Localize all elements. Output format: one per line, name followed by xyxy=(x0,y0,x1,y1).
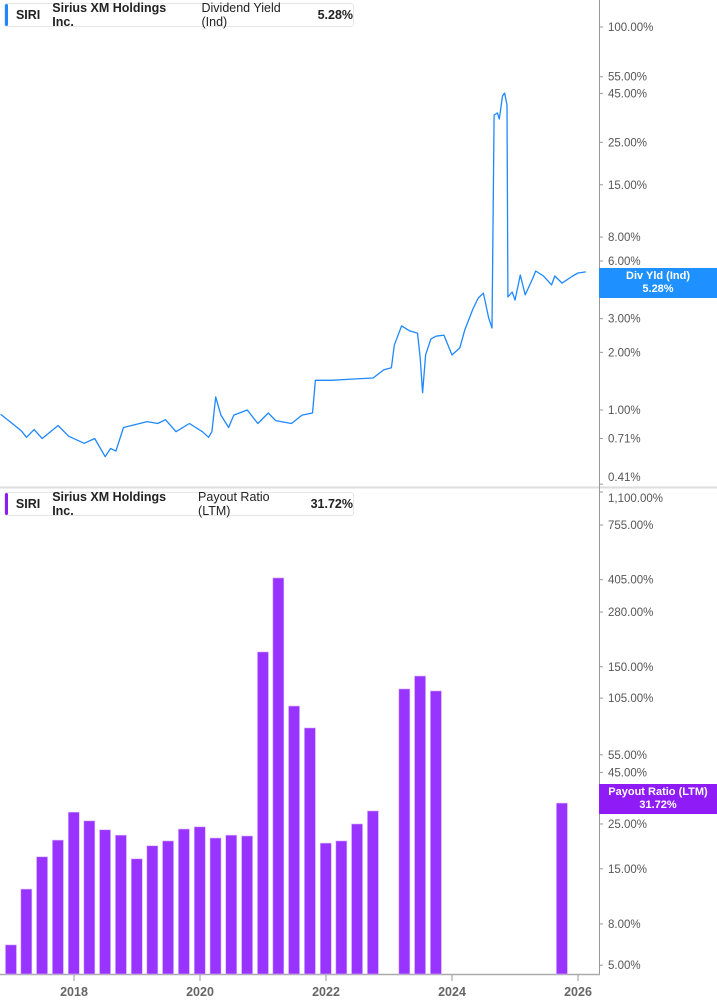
yield-y-tick-label: 2.00% xyxy=(608,347,641,359)
payout-bar xyxy=(36,856,48,975)
legend-value: 31.72% xyxy=(310,497,353,511)
payout-bar xyxy=(335,840,348,975)
tag-value: 5.28% xyxy=(642,283,674,295)
payout-bar xyxy=(414,675,426,975)
yield-y-tick-label: 15.00% xyxy=(608,180,647,192)
x-tick-label: 2018 xyxy=(60,985,88,999)
payout-bar xyxy=(209,837,222,975)
payout-bar xyxy=(130,858,143,975)
yield-legend-swatch xyxy=(5,4,8,26)
payout-legend-swatch xyxy=(5,493,8,515)
payout-bar xyxy=(398,688,411,975)
payout-bar xyxy=(67,811,80,975)
payout-bar xyxy=(193,826,206,975)
payout-bar xyxy=(162,840,174,975)
legend-metric: Dividend Yield (Ind) xyxy=(201,1,281,29)
yield-y-tick-label: 45.00% xyxy=(608,88,647,100)
yield-y-tick-label: 3.00% xyxy=(608,314,641,326)
yield-y-tick-label: 55.00% xyxy=(608,72,647,84)
legend-ticker: SIRI xyxy=(15,497,41,511)
x-tick-label: 2020 xyxy=(186,985,214,999)
yield-y-tick-label: 25.00% xyxy=(608,137,647,149)
payout-bar xyxy=(556,802,568,975)
legend-metric: Payout Ratio (LTM) xyxy=(198,490,270,518)
payout-y-tick-label: 405.00% xyxy=(608,575,653,587)
payout-bar xyxy=(20,888,33,975)
legend-company: Sirius XM Holdings Inc. xyxy=(52,490,167,518)
payout-bar xyxy=(52,839,64,975)
payout-bar xyxy=(241,835,253,975)
payout-bar xyxy=(178,828,190,975)
payout-bar xyxy=(257,651,269,975)
yield-y-tick-label: 0.71% xyxy=(608,433,641,445)
payout-y-tick-label: 45.00% xyxy=(608,767,647,779)
payout-bar xyxy=(351,823,363,975)
dividend-yield-line xyxy=(0,92,586,458)
payout-y-tick-label: 8.00% xyxy=(608,919,641,931)
payout-bar xyxy=(272,577,285,975)
payout-y-tick-label: 15.00% xyxy=(608,864,647,876)
payout-bar xyxy=(115,834,127,975)
yield-y-tick-label: 8.00% xyxy=(608,232,641,244)
payout-bar xyxy=(319,842,332,975)
tag-label: Div Yld (Ind) xyxy=(626,270,690,282)
payout-y-tick-label: 280.00% xyxy=(608,607,653,619)
yield-y-tick-label: 100.00% xyxy=(608,22,653,34)
x-tick-label: 2022 xyxy=(312,985,340,999)
payout-bar xyxy=(99,829,111,975)
payout-bar xyxy=(225,834,238,975)
payout-bar xyxy=(5,944,17,975)
payout-value-tag: Payout Ratio (LTM) 31.72% xyxy=(599,784,717,814)
yield-y-tick-label: 1.00% xyxy=(608,405,641,417)
payout-y-tick-label: 5.00% xyxy=(608,960,641,972)
payout-bar xyxy=(367,810,379,975)
yield-y-tick-label: 0.41% xyxy=(608,472,641,484)
legend-ticker: SIRI xyxy=(15,8,41,22)
legend-value: 5.28% xyxy=(317,8,354,22)
payout-y-tick-label: 105.00% xyxy=(608,693,653,705)
payout-y-tick-label: 1,100.00% xyxy=(608,493,663,505)
payout-y-tick-label: 55.00% xyxy=(608,750,647,762)
payout-bar xyxy=(304,727,316,975)
payout-bar xyxy=(288,705,300,975)
yield-value-tag: Div Yld (Ind) 5.28% xyxy=(599,268,717,298)
yield-y-tick-label: 6.00% xyxy=(608,256,641,268)
payout-legend: SIRI Sirius XM Holdings Inc. Payout Rati… xyxy=(4,490,354,518)
yield-legend: SIRI Sirius XM Holdings Inc. Dividend Yi… xyxy=(4,1,354,29)
x-tick-label: 2026 xyxy=(564,985,592,999)
payout-bar xyxy=(430,690,442,975)
payout-y-tick-label: 25.00% xyxy=(608,819,647,831)
tag-value: 31.72% xyxy=(639,799,677,811)
payout-bar xyxy=(83,820,96,975)
payout-y-tick-label: 755.00% xyxy=(608,520,653,532)
payout-bar xyxy=(146,845,159,975)
payout-y-tick-label: 150.00% xyxy=(608,662,653,674)
legend-company: Sirius XM Holdings Inc. xyxy=(52,1,167,29)
x-tick-label: 2024 xyxy=(438,985,466,999)
tag-label: Payout Ratio (LTM) xyxy=(608,786,708,798)
